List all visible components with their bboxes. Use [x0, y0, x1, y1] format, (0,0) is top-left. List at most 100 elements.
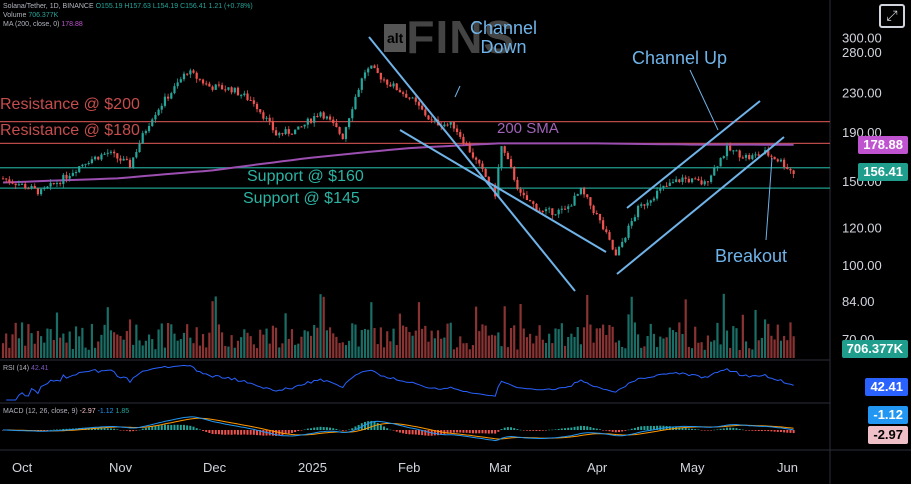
macd-hist-bar: [589, 427, 592, 430]
macd-hist-bar: [271, 430, 274, 436]
candle-body: [173, 86, 176, 94]
volume-bar: [541, 339, 544, 358]
volume-bar: [433, 338, 436, 358]
candle-body: [589, 197, 592, 206]
volume-bar: [668, 327, 671, 358]
volume-bar: [81, 327, 84, 358]
volume-bar: [303, 330, 306, 358]
channel-lines: [368, 36, 785, 292]
macd-hist-bar: [487, 430, 490, 434]
volume-bar: [43, 342, 46, 358]
candle-body: [65, 174, 68, 179]
time-label-0: Oct: [12, 460, 33, 475]
candle-body: [516, 179, 519, 190]
candle-body: [351, 109, 354, 119]
candle-body: [386, 79, 389, 85]
price-axis: 300.00280.00230.00190.00150.00120.00100.…: [842, 31, 882, 347]
macd-hist-bar: [567, 427, 570, 430]
candle-body: [694, 178, 697, 180]
macd-hist-bar: [624, 430, 627, 431]
macd-hist-bar: [691, 428, 694, 430]
macd-hist-bar: [214, 430, 217, 435]
macd-hist-bar: [151, 426, 154, 430]
candle-body: [548, 208, 551, 210]
candle-body: [579, 187, 583, 195]
macd-hist-bar: [376, 422, 379, 430]
macd-hist-bar: [332, 428, 335, 430]
volume-bar: [754, 309, 757, 358]
volume-bar: [376, 344, 379, 358]
candle-body: [446, 124, 449, 126]
macd-hist-bar: [411, 430, 414, 435]
candle-body: [538, 210, 541, 212]
volume-bar: [398, 313, 402, 358]
candle-body: [484, 168, 487, 177]
candle-body: [414, 97, 417, 102]
macd-hist-bar: [659, 425, 662, 430]
candle-body: [125, 158, 128, 160]
volume-bar: [700, 342, 703, 358]
macd-hist-bar: [370, 420, 373, 430]
volume-bar: [602, 324, 605, 358]
volume-bar: [55, 312, 59, 358]
volume-bar: [147, 334, 151, 358]
macd-hist-bar: [776, 430, 779, 432]
expand-icon[interactable]: ⤢: [879, 4, 905, 28]
candle-body: [633, 217, 636, 222]
volume-bar: [443, 337, 446, 358]
macd-hist-bar: [725, 427, 728, 430]
macd-hist-bar: [322, 427, 325, 430]
channel-down-label: Channel Down: [470, 19, 537, 57]
candle-body: [611, 239, 614, 250]
candle-body: [348, 118, 351, 128]
channel-up-upper: [626, 100, 761, 209]
candle-body: [608, 232, 611, 240]
candle-body: [678, 179, 681, 182]
volume-bar: [17, 338, 20, 358]
candle-body: [1, 178, 5, 180]
volume-bar: [630, 296, 633, 358]
macd-hist-bar: [627, 429, 630, 431]
candle-body: [373, 65, 376, 69]
candle-body: [595, 213, 598, 215]
volume-bar: [405, 326, 408, 358]
candle-body: [36, 188, 40, 195]
macd-hist-bar: [719, 428, 722, 430]
rsi-path: [6, 364, 794, 401]
volume-label: Volume: [3, 12, 27, 19]
macd-hist-bar: [303, 429, 306, 431]
candle-body: [144, 131, 147, 134]
macd-hist-bar: [427, 430, 430, 436]
macd-hist-bar: [135, 430, 138, 431]
candle-body: [367, 68, 370, 73]
price-tick-1: 280.00: [842, 45, 882, 60]
candle-body: [211, 86, 214, 90]
volume-bar: [87, 349, 90, 358]
resistance-180-label: Resistance @ $180: [0, 122, 140, 139]
candle-body: [357, 89, 360, 97]
candle-body: [281, 133, 284, 135]
price-tick-0: 300.00: [842, 31, 882, 46]
volume-bar: [138, 340, 141, 358]
macd-hist-bar: [437, 430, 440, 436]
candle-body: [624, 237, 627, 242]
candle-body: [224, 89, 227, 91]
macd-hist-bar: [478, 430, 481, 434]
macd-hist-bar: [417, 430, 420, 435]
logo-big: FINS: [406, 11, 516, 63]
volume-bar: [386, 331, 389, 358]
macd-hist-bar: [681, 427, 684, 430]
volume-bar: [446, 323, 449, 358]
volume-bar: [287, 338, 290, 358]
candle-body: [271, 121, 275, 131]
volume-bar: [408, 332, 411, 358]
candle-body: [535, 203, 538, 211]
candle-body: [392, 83, 395, 87]
volume-bar: [281, 343, 284, 358]
volume-bar: [525, 337, 529, 358]
candle-body: [113, 151, 116, 154]
candle-body: [360, 78, 363, 90]
macd-hist-bar: [195, 428, 198, 430]
macd-hist-bar: [341, 430, 344, 431]
macd-hist-bar: [217, 430, 220, 435]
